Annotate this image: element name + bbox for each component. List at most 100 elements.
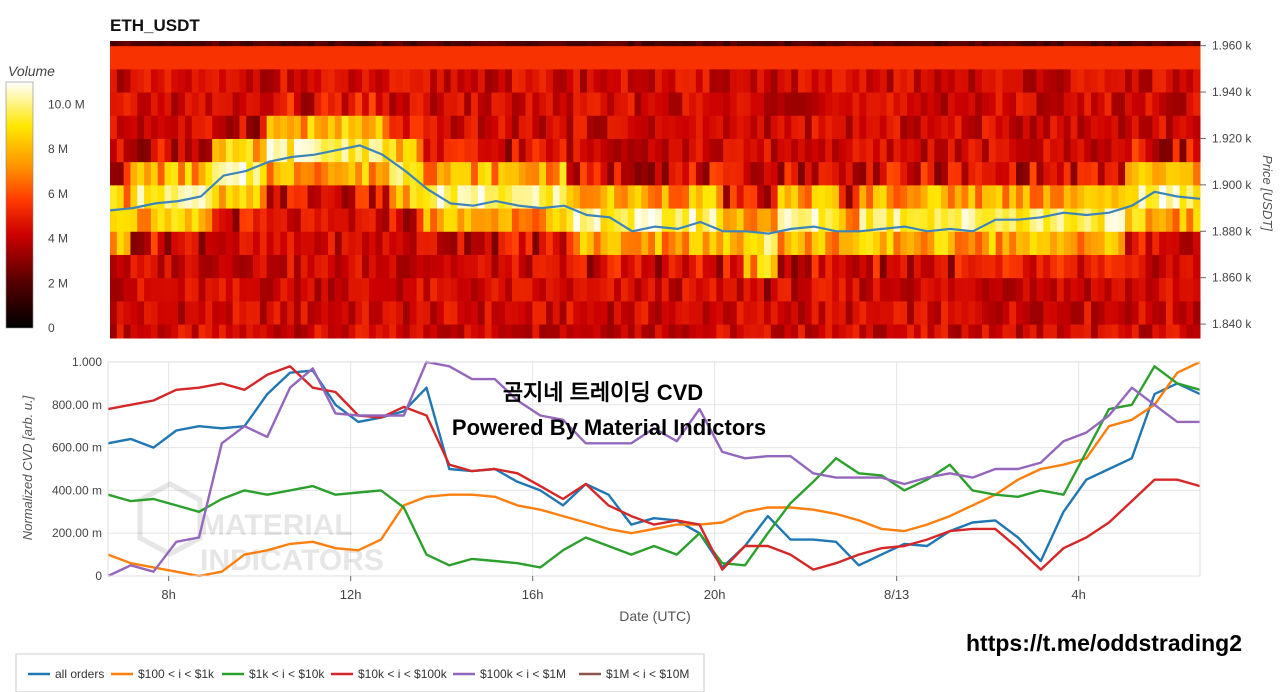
heatmap-cell <box>437 324 445 339</box>
heatmap-cell <box>328 161 336 186</box>
heatmap-cell <box>280 208 288 232</box>
heatmap-cell <box>1118 161 1126 186</box>
legend-label[interactable]: $1k < i < $10k <box>249 667 325 681</box>
heatmap-cell <box>1118 231 1126 255</box>
heatmap-cell <box>770 277 779 302</box>
heatmap-cell <box>1050 277 1058 302</box>
heatmap-cell <box>328 208 336 232</box>
heatmap-cell <box>798 184 806 209</box>
heatmap-cell <box>784 254 792 279</box>
heatmap-cell <box>198 115 206 139</box>
heatmap-cell <box>348 324 356 339</box>
legend-label[interactable]: all orders <box>55 667 104 681</box>
heatmap-cell <box>982 277 990 302</box>
heatmap-cell <box>954 68 963 93</box>
heatmap-cell <box>1097 324 1106 339</box>
heatmap-cell <box>457 138 465 163</box>
heatmap-cell <box>402 254 411 279</box>
heatmap-cell <box>798 138 806 163</box>
heatmap-cell <box>280 41 288 47</box>
heatmap-cell <box>927 231 935 255</box>
heatmap-cell <box>266 115 274 139</box>
heatmap-cell <box>566 45 574 70</box>
legend-label[interactable]: $100k < i < $1M <box>480 667 566 681</box>
heatmap-cell <box>941 300 949 325</box>
heatmap-cell <box>907 115 915 139</box>
heatmap-cell <box>307 184 315 209</box>
heatmap-cell <box>416 277 424 302</box>
heatmap-cell <box>784 115 792 139</box>
heatmap-cell <box>423 115 431 139</box>
heatmap-cell <box>1193 208 1201 232</box>
heatmap-cell <box>879 208 888 232</box>
heatmap-cell <box>920 45 928 70</box>
heatmap-cell <box>246 324 254 339</box>
heatmap-cell <box>1063 115 1072 139</box>
legend-label[interactable]: $100 < i < $1k <box>138 667 215 681</box>
heatmap-cell <box>1131 45 1140 70</box>
heatmap-cell <box>368 45 377 70</box>
heatmap-cell <box>1016 254 1024 279</box>
heatmap-cell <box>1084 184 1092 209</box>
heatmap-cell <box>484 231 492 255</box>
heatmap-cell <box>321 324 329 339</box>
heatmap-cell <box>334 45 343 70</box>
heatmap-cell <box>280 184 288 209</box>
heatmap-cell <box>464 138 472 163</box>
heatmap-cell <box>239 92 247 116</box>
heatmap-cell <box>219 41 227 47</box>
legend-label[interactable]: $1M < i < $10M <box>606 667 689 681</box>
heatmap-cell <box>1056 254 1065 279</box>
heatmap-cell <box>941 254 949 279</box>
heatmap-cell <box>934 45 942 70</box>
heatmap-cell <box>627 138 636 163</box>
heatmap-cell <box>947 300 956 325</box>
heatmap-cell <box>818 184 826 209</box>
heatmap-cell <box>886 41 894 47</box>
heatmap-cell <box>178 324 186 339</box>
heatmap-cell <box>716 300 724 325</box>
heatmap-cell <box>525 324 533 339</box>
telegram-link[interactable]: https://t.me/oddstrading2 <box>966 630 1242 656</box>
heatmap-cell <box>382 277 390 302</box>
heatmap-cell <box>389 254 397 279</box>
heatmap-cell <box>443 300 452 325</box>
heatmap-cell <box>573 92 581 116</box>
heatmap-cell <box>702 115 710 139</box>
heatmap-cell <box>668 68 676 93</box>
heatmap-cell <box>232 68 240 93</box>
heatmap-cell <box>689 92 697 116</box>
heatmap-cell <box>191 161 200 186</box>
heatmap-cell <box>961 68 969 93</box>
heatmap-cell <box>627 68 636 93</box>
heatmap-cell <box>620 300 629 325</box>
price-tick-label: 1.860 k <box>1212 271 1252 285</box>
heatmap-cell <box>539 45 547 70</box>
heatmap-cell <box>995 231 1003 255</box>
heatmap-cell <box>1193 184 1201 209</box>
heatmap-cell <box>682 45 690 70</box>
heatmap-cell <box>552 68 561 93</box>
heatmap-cell <box>171 231 179 255</box>
heatmap-cell <box>648 324 656 339</box>
heatmap-cell <box>191 92 200 116</box>
heatmap-cell <box>1125 45 1133 70</box>
heatmap-cell <box>893 254 901 279</box>
legend-label[interactable]: $10k < i < $100k <box>358 667 448 681</box>
heatmap-cell <box>341 300 349 325</box>
heatmap-cell <box>402 277 411 302</box>
heatmap-cell <box>661 277 670 302</box>
heatmap-cell <box>150 254 159 279</box>
heatmap-cell <box>852 277 860 302</box>
heatmap-cell <box>416 161 424 186</box>
heatmap-cell <box>225 184 234 209</box>
heatmap-cell <box>852 184 860 209</box>
heatmap-cell <box>886 208 894 232</box>
heatmap-cell <box>689 161 697 186</box>
heatmap-cell <box>975 254 983 279</box>
heatmap-cell <box>464 45 472 70</box>
heatmap-cell <box>873 68 881 93</box>
heatmap-cell <box>573 41 581 47</box>
heatmap-cell <box>614 161 622 186</box>
cvd-series-line <box>107 369 1201 569</box>
